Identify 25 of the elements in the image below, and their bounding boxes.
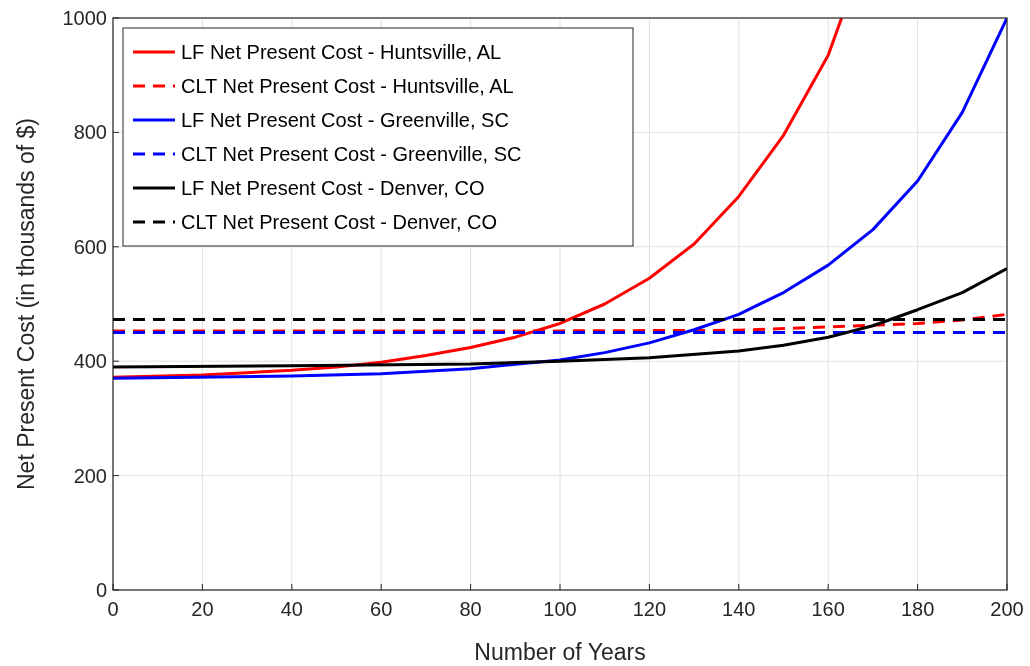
x-tick-label: 80 <box>459 598 482 620</box>
x-tick-label: 120 <box>632 598 667 620</box>
y-axis-title: Net Present Cost (in thousands of $) <box>13 117 39 491</box>
x-tick-label: 20 <box>191 598 214 620</box>
legend-label: CLT Net Present Cost - Denver, CO <box>181 211 498 233</box>
line-series <box>113 267 1007 369</box>
x-tick-label: 40 <box>280 598 303 620</box>
legend-label: CLT Net Present Cost - Huntsville, AL <box>181 75 514 97</box>
y-tick-label: 400 <box>73 350 107 373</box>
x-axis-title: Number of Years <box>474 639 646 665</box>
y-tick-label: 200 <box>73 464 107 487</box>
x-tick-label: 160 <box>811 598 845 620</box>
y-tick-label: 600 <box>73 235 107 258</box>
x-tick-label: 100 <box>543 598 577 620</box>
legend-label: LF Net Present Cost - Huntsville, AL <box>181 41 502 63</box>
x-tick-label: 200 <box>990 598 1024 620</box>
y-tick-label: 800 <box>73 121 107 144</box>
legend-label: LF Net Present Cost - Greenville, SC <box>181 109 509 131</box>
y-tick-label: 0 <box>95 579 107 601</box>
x-tick-label: 60 <box>370 598 393 620</box>
x-tick-label: 140 <box>722 598 756 620</box>
x-tick-label: 180 <box>900 598 935 620</box>
y-tick-label: 1000 <box>62 7 107 29</box>
legend-label: CLT Net Present Cost - Greenville, SC <box>181 143 522 165</box>
legend-label: LF Net Present Cost - Denver, CO <box>181 177 485 199</box>
